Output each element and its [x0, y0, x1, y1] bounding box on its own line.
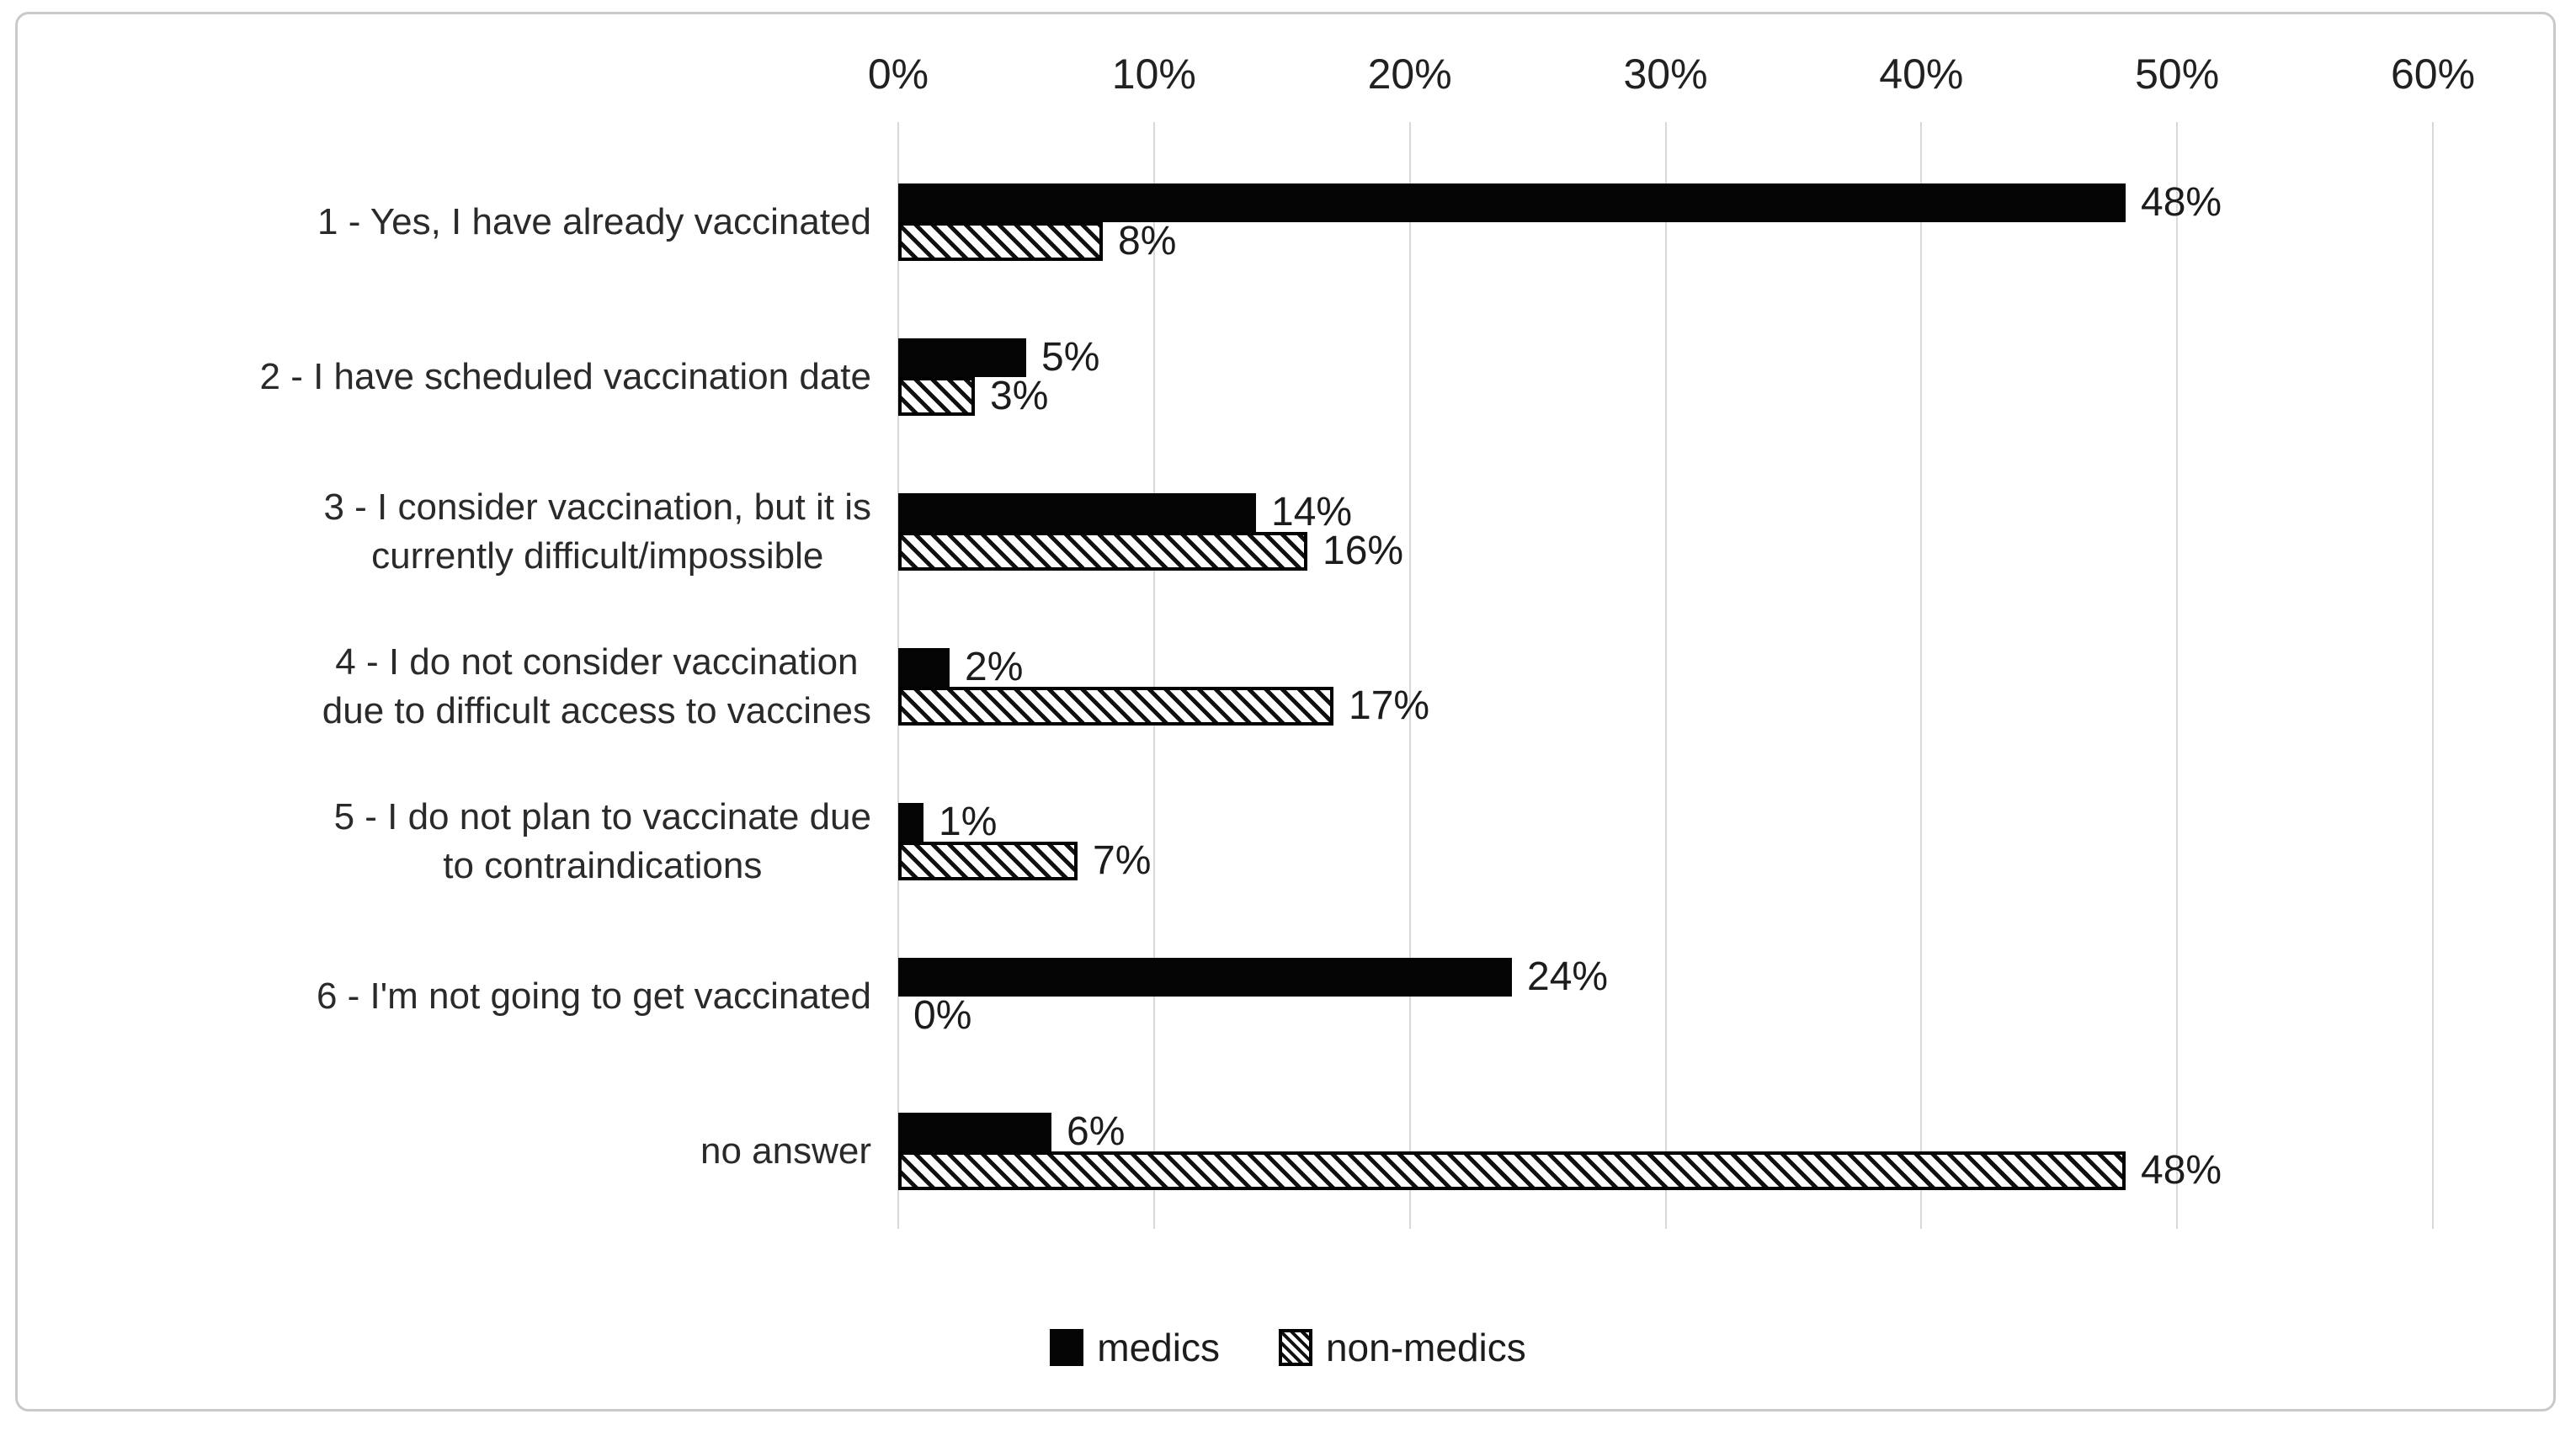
- data-label-non-medics-category-3: 16%: [1323, 529, 1404, 573]
- category-label-text: 3 - I consider vaccination, but it is cu…: [323, 486, 871, 577]
- legend-label-non-medics: non-medics: [1325, 1326, 1526, 1369]
- x-axis-tick-label: 20%: [1367, 51, 1452, 98]
- category-label-text: 2 - I have scheduled vaccination date: [259, 356, 871, 397]
- gridline: [1920, 122, 1923, 1229]
- category-label: 3 - I consider vaccination, but it is cu…: [46, 483, 871, 581]
- data-label-non-medics-category-2: 3%: [990, 374, 1049, 418]
- data-label-non-medics-category-7: 48%: [2141, 1148, 2222, 1193]
- bar-medics-category-1: [898, 183, 2126, 222]
- data-label-non-medics-category-4: 17%: [1349, 683, 1430, 728]
- bar-medics-category-6: [898, 958, 1512, 997]
- bar-medics-category-2: [898, 338, 1026, 377]
- data-label-medics-category-4: 2%: [965, 645, 1024, 689]
- legend: medics non-medics: [0, 1326, 2576, 1369]
- data-label-medics-category-7: 6%: [1067, 1109, 1126, 1154]
- gridline: [2432, 122, 2434, 1229]
- data-label-non-medics-category-5: 7%: [1093, 838, 1152, 883]
- bar-non-medics-category-2: [898, 377, 975, 416]
- legend-item-medics: medics: [1050, 1326, 1220, 1369]
- data-label-medics-category-5: 1%: [939, 800, 998, 844]
- data-label-medics-category-3: 14%: [1271, 490, 1353, 534]
- legend-swatch-medics: [1050, 1329, 1084, 1366]
- legend-item-non-medics: non-medics: [1278, 1326, 1526, 1369]
- category-label-text: 4 - I do not consider vaccination due to…: [322, 641, 871, 731]
- x-axis-tick-label: 50%: [2135, 51, 2220, 98]
- x-axis-tick-label: 10%: [1111, 51, 1196, 98]
- bar-non-medics-category-4: [898, 687, 1333, 726]
- category-label-text: 1 - Yes, I have already vaccinated: [317, 201, 871, 242]
- data-label-non-medics-category-6: 0%: [913, 993, 972, 1038]
- gridline: [1664, 122, 1667, 1229]
- category-label-text: 5 - I do not plan to vaccinate due to co…: [333, 796, 871, 886]
- gridline: [2176, 122, 2179, 1229]
- category-label: 6 - I'm not going to get vaccinated: [46, 972, 871, 1021]
- x-axis-tick-label: 0%: [867, 51, 929, 98]
- bar-medics-category-4: [898, 648, 950, 687]
- bar-medics-category-3: [898, 493, 1256, 532]
- category-label: 5 - I do not plan to vaccinate due to co…: [46, 793, 871, 890]
- bar-non-medics-category-5: [898, 842, 1078, 880]
- bar-non-medics-category-1: [898, 222, 1103, 261]
- data-label-medics-category-1: 48%: [2141, 180, 2222, 225]
- x-axis-tick-label: 40%: [1879, 51, 1964, 98]
- data-label-non-medics-category-1: 8%: [1118, 219, 1177, 263]
- category-label: no answer: [46, 1127, 871, 1176]
- category-label: 1 - Yes, I have already vaccinated: [46, 198, 871, 247]
- category-label-text: 6 - I'm not going to get vaccinated: [316, 975, 871, 1017]
- gridline: [1408, 122, 1411, 1229]
- data-label-medics-category-6: 24%: [1527, 954, 1609, 999]
- bar-non-medics-category-3: [898, 532, 1307, 571]
- x-axis-tick-label: 60%: [2390, 51, 2476, 98]
- bar-medics-category-5: [898, 803, 923, 842]
- legend-label-medics: medics: [1097, 1326, 1220, 1369]
- category-label: 4 - I do not consider vaccination due to…: [46, 638, 871, 736]
- bar-medics-category-7: [898, 1113, 1051, 1151]
- legend-swatch-non-medics: [1278, 1329, 1312, 1366]
- gridline: [1152, 122, 1155, 1229]
- x-axis-tick-label: 30%: [1623, 51, 1708, 98]
- bar-non-medics-category-7: [898, 1151, 2126, 1190]
- category-label: 2 - I have scheduled vaccination date: [46, 353, 871, 401]
- data-label-medics-category-2: 5%: [1041, 335, 1100, 380]
- category-label-text: no answer: [700, 1130, 871, 1172]
